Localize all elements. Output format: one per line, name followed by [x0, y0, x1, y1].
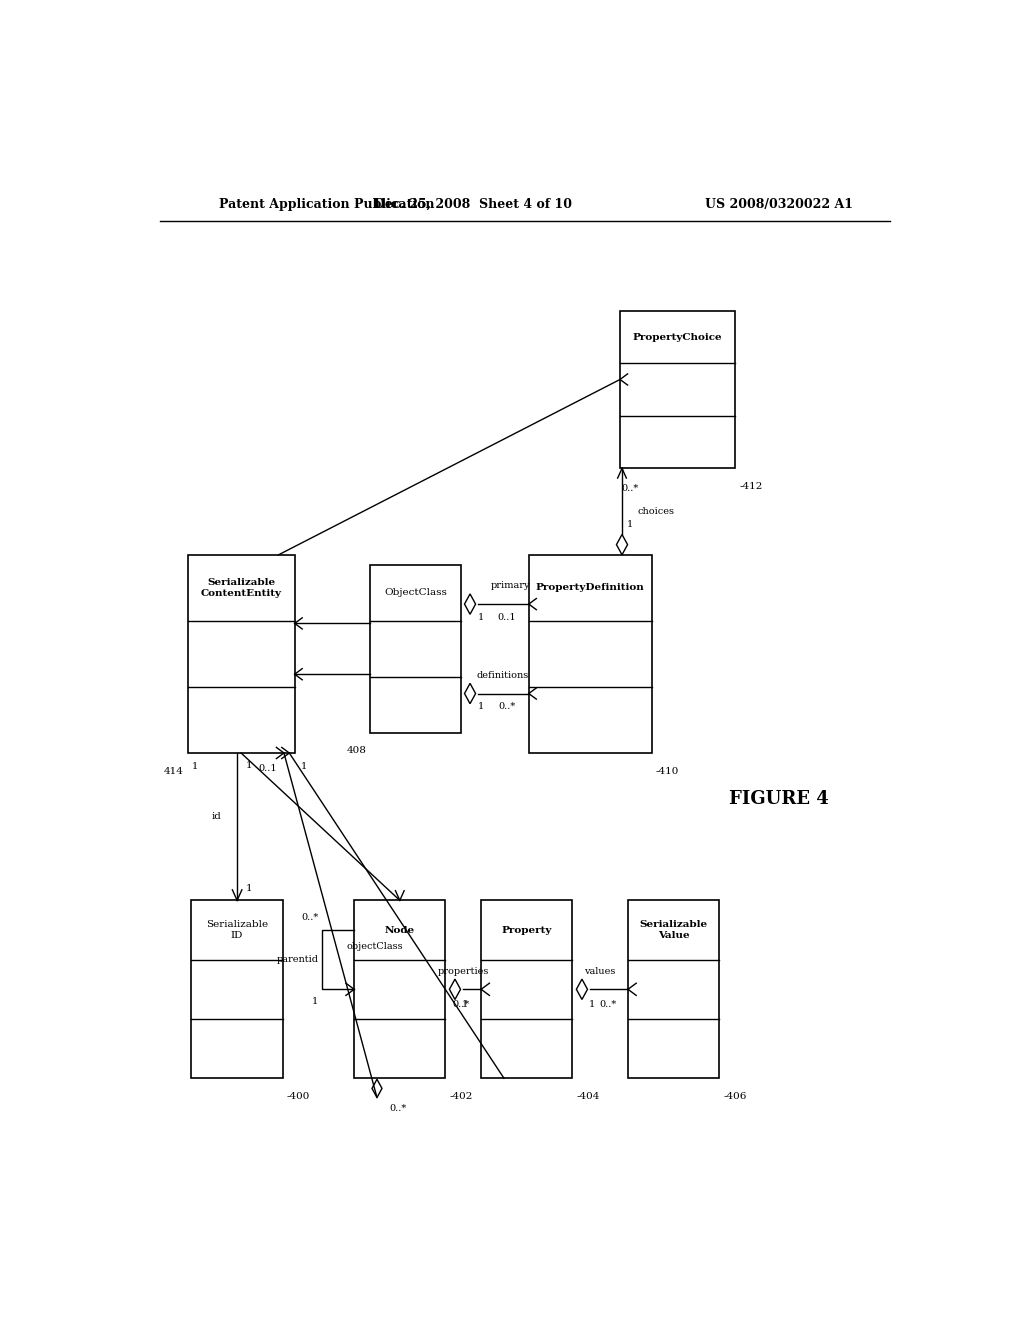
Bar [370, 565, 461, 733]
Text: 1: 1 [589, 1001, 595, 1008]
Text: Serializable
Value: Serializable Value [640, 920, 708, 940]
Text: 0..*: 0..* [622, 484, 639, 494]
Text: Serializable
ContentEntity: Serializable ContentEntity [201, 578, 282, 598]
Text: -402: -402 [450, 1092, 473, 1101]
Text: values: values [585, 966, 615, 975]
Bar [481, 900, 572, 1078]
Text: Dec. 25, 2008  Sheet 4 of 10: Dec. 25, 2008 Sheet 4 of 10 [374, 198, 572, 211]
Text: -410: -410 [655, 767, 679, 776]
Text: 408: 408 [346, 747, 367, 755]
Text: 0..1: 0..1 [498, 612, 516, 622]
Text: PropertyDefinition: PropertyDefinition [536, 583, 645, 593]
Text: definitions: definitions [477, 671, 529, 680]
Text: 414: 414 [164, 767, 183, 776]
Text: Serializable
ID: Serializable ID [206, 920, 268, 940]
Text: -404: -404 [577, 1092, 600, 1101]
Text: FIGURE 4: FIGURE 4 [729, 789, 828, 808]
Text: US 2008/0320022 A1: US 2008/0320022 A1 [705, 198, 853, 211]
Text: 0..*: 0..* [389, 1105, 407, 1113]
Text: 1: 1 [301, 762, 307, 771]
Text: parentid: parentid [276, 956, 318, 964]
Bar [187, 554, 295, 752]
Text: 0..*: 0..* [599, 1001, 616, 1008]
Text: id: id [211, 812, 221, 821]
Bar [620, 312, 735, 469]
Text: choices: choices [638, 507, 675, 516]
Text: PropertyChoice: PropertyChoice [633, 333, 722, 342]
Text: ObjectClass: ObjectClass [384, 589, 447, 598]
Text: -406: -406 [723, 1092, 746, 1101]
Text: 0..*: 0..* [453, 1001, 470, 1008]
Text: 1: 1 [627, 520, 633, 529]
Text: Patent Application Publication: Patent Application Publication [219, 198, 435, 211]
Text: Node: Node [385, 925, 415, 935]
Bar [191, 900, 283, 1078]
Text: 1: 1 [478, 612, 484, 622]
Text: 1: 1 [246, 760, 252, 770]
Bar [528, 554, 652, 752]
Text: 0..*: 0..* [301, 913, 318, 923]
Bar [628, 900, 719, 1078]
Bar [354, 900, 445, 1078]
Text: 0..1: 0..1 [259, 764, 278, 772]
Text: objectClass: objectClass [346, 941, 403, 950]
Text: -400: -400 [287, 1092, 310, 1101]
Text: 0..*: 0..* [498, 702, 515, 711]
Text: 1: 1 [462, 1001, 468, 1008]
Text: 1: 1 [191, 762, 198, 771]
Text: Property: Property [502, 925, 552, 935]
Text: 1: 1 [478, 702, 484, 711]
Text: primary: primary [492, 581, 530, 590]
Text: 1: 1 [246, 883, 252, 892]
Text: properties: properties [437, 966, 489, 975]
Text: -412: -412 [739, 482, 763, 491]
Text: 1: 1 [312, 997, 318, 1006]
